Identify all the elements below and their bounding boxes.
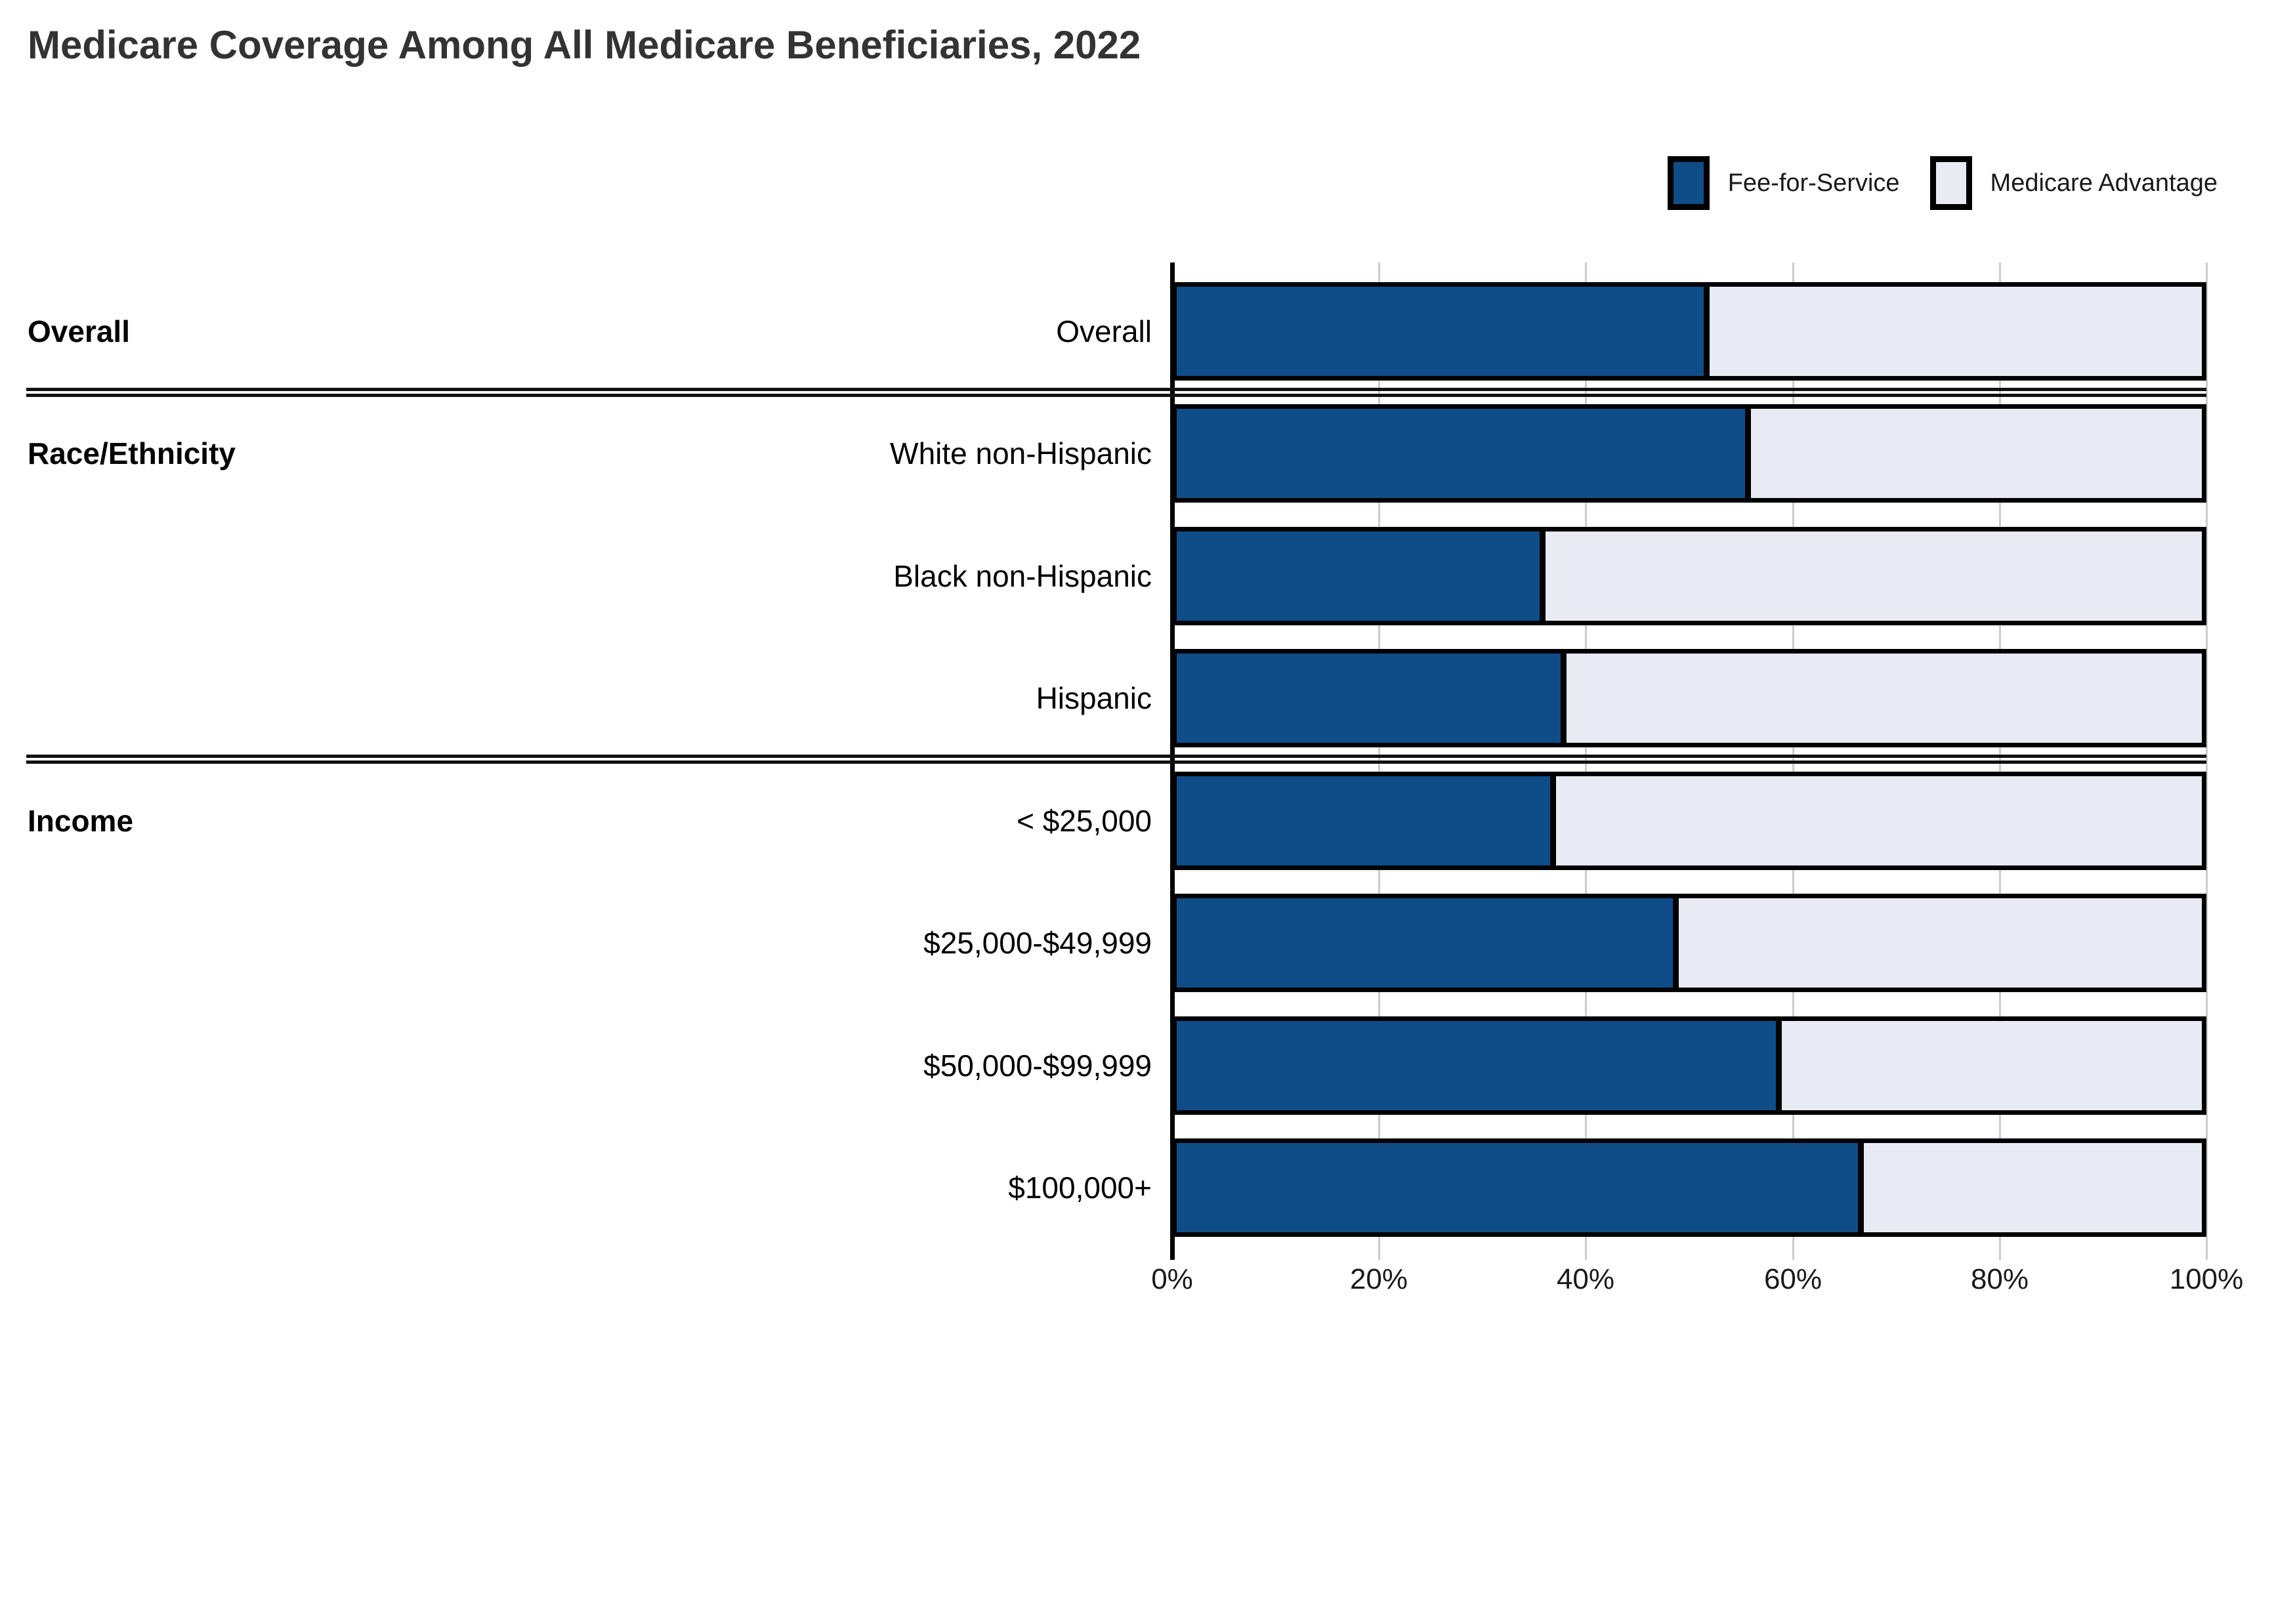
legend: Fee-for-Service Medicare Advantage	[1667, 156, 2218, 210]
section-label-Race/Ethnicity: Race/Ethnicity	[28, 436, 236, 470]
gridline-100	[2206, 262, 2208, 1260]
row-label: Hispanic	[1036, 681, 1152, 715]
chart-title: Medicare Coverage Among All Medicare Ben…	[28, 23, 1141, 67]
section-label-Overall: Overall	[28, 314, 130, 348]
section-divider	[26, 388, 2206, 397]
row-label: $25,000-$49,999	[923, 926, 1152, 960]
section-label-Income: Income	[28, 804, 134, 838]
bar-$25,000-$49,999	[1172, 894, 2206, 992]
row-label: Black non-Hispanic	[893, 559, 1152, 593]
x-axis-label-100%: 100%	[2169, 1263, 2244, 1295]
legend-item-fee-for-service: Fee-for-Service	[1667, 156, 1900, 210]
bar-< $25,000	[1172, 772, 2206, 870]
fee-for-service-segment	[1177, 1143, 1864, 1232]
row-label: < $25,000	[1017, 804, 1152, 838]
x-axis-label-20%: 20%	[1349, 1263, 1408, 1295]
bar-White non-Hispanic	[1172, 404, 2206, 503]
bar-Black non-Hispanic	[1172, 527, 2206, 625]
bar-Overall	[1172, 282, 2206, 381]
x-axis-label-0%: 0%	[1151, 1263, 1193, 1295]
medicare-advantage-swatch-icon	[1929, 156, 1972, 210]
x-axis-label-60%: 60%	[1763, 1263, 1822, 1295]
fee-for-service-segment	[1177, 654, 1567, 743]
legend-item-medicare-advantage: Medicare Advantage	[1929, 156, 2218, 210]
fee-for-service-segment	[1177, 409, 1751, 498]
row-label: $100,000+	[1008, 1171, 1152, 1205]
bar-$100,000+	[1172, 1138, 2206, 1237]
bar-Hispanic	[1172, 649, 2206, 747]
fee-for-service-segment	[1177, 898, 1679, 988]
row-label: White non-Hispanic	[890, 436, 1152, 470]
bar-$50,000-$99,999	[1172, 1016, 2206, 1115]
fee-for-service-swatch-icon	[1667, 156, 1710, 210]
fee-for-service-segment	[1177, 531, 1546, 621]
legend-label-medicare-advantage: Medicare Advantage	[1990, 169, 2218, 197]
row-label: Overall	[1056, 314, 1152, 348]
row-label: $50,000-$99,999	[923, 1049, 1152, 1083]
legend-label-fee-for-service: Fee-for-Service	[1727, 169, 1900, 197]
fee-for-service-segment	[1177, 1021, 1782, 1110]
section-divider	[26, 755, 2206, 764]
plot-area	[1170, 262, 2208, 1260]
x-axis-label-40%: 40%	[1556, 1263, 1615, 1295]
fee-for-service-segment	[1177, 287, 1710, 376]
x-axis-label-80%: 80%	[1970, 1263, 2029, 1295]
fee-for-service-segment	[1177, 776, 1556, 865]
